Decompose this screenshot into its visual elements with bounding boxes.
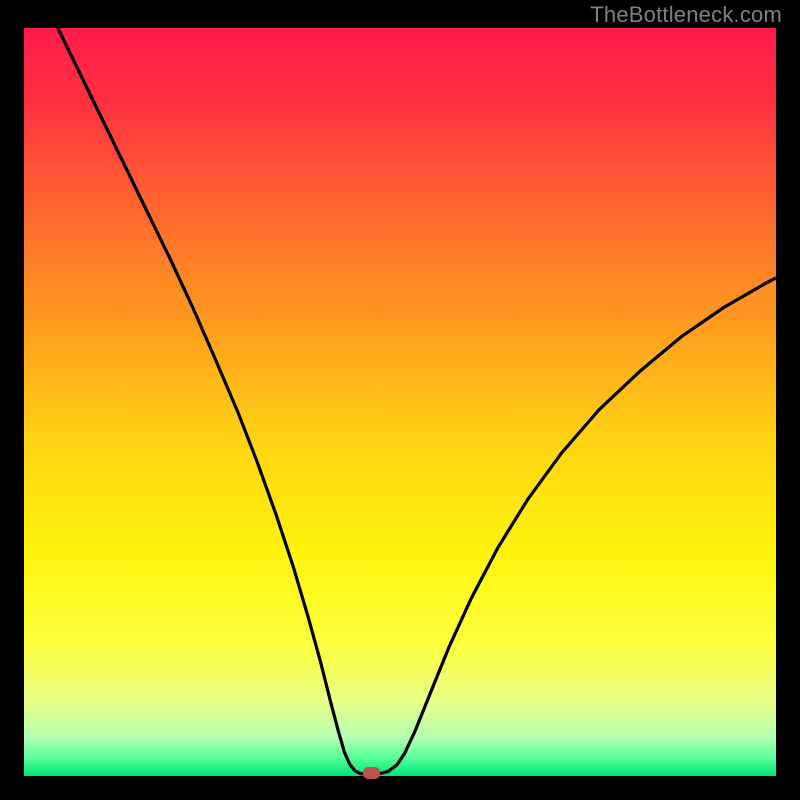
curve-svg xyxy=(24,28,776,776)
bottleneck-curve xyxy=(58,28,776,774)
chart-container: TheBottleneck.com xyxy=(0,0,800,800)
watermark-text: TheBottleneck.com xyxy=(590,2,782,28)
highlight-marker xyxy=(363,767,380,779)
plot-area xyxy=(24,28,776,776)
